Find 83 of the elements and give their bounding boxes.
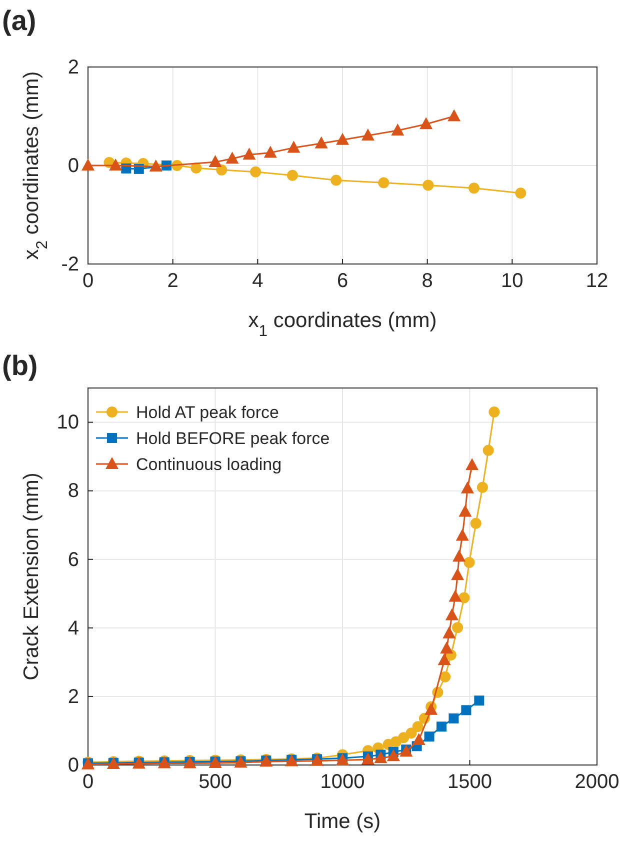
legend-label: Hold BEFORE peak force (136, 429, 330, 448)
point (468, 182, 480, 194)
point (109, 158, 122, 170)
x-tick-label: 2000 (574, 771, 620, 794)
point (250, 166, 262, 178)
y-tick-label: -2 (61, 253, 79, 276)
point (391, 124, 404, 136)
chart-title: (b) (2, 350, 38, 381)
point (466, 458, 479, 470)
point (474, 696, 484, 706)
x-tick-label: 12 (586, 270, 608, 292)
point (456, 528, 469, 541)
x-tick-label: 2 (167, 270, 178, 292)
point (482, 444, 494, 456)
x-tick-label: 6 (336, 270, 348, 292)
point (422, 180, 434, 191)
point (440, 671, 451, 682)
point (445, 608, 458, 620)
y-tick-label: 0 (68, 154, 79, 177)
x-tick-label: 0 (82, 771, 94, 794)
point (448, 109, 461, 122)
point (190, 162, 202, 174)
x-tick-label: 1500 (448, 771, 492, 794)
point (458, 504, 472, 517)
legend-label: Continuous loading (136, 455, 282, 474)
point (420, 117, 433, 130)
point (242, 148, 256, 160)
point (216, 164, 228, 176)
point (452, 622, 464, 634)
point (460, 481, 474, 494)
point (374, 751, 388, 764)
point (464, 556, 475, 568)
y-tick-label: 10 (56, 412, 79, 434)
point (412, 721, 424, 732)
y-tick-label: 2 (68, 686, 79, 708)
point (424, 702, 438, 715)
y-tick-label: 6 (68, 548, 79, 571)
point (149, 159, 162, 172)
point (286, 170, 298, 181)
y-tick-label: 0 (68, 754, 79, 776)
point (336, 132, 349, 145)
point (361, 752, 374, 765)
point (438, 653, 451, 666)
point (406, 728, 417, 739)
x-tick-label: 8 (422, 270, 433, 292)
point (476, 482, 488, 493)
y-tick-label: 4 (68, 617, 79, 640)
point (448, 590, 462, 602)
point (208, 155, 222, 168)
point (458, 592, 470, 604)
point (378, 177, 390, 188)
point (452, 550, 466, 562)
point (314, 136, 328, 148)
x-tick-label: 500 (198, 771, 232, 794)
point (82, 158, 94, 170)
point (412, 732, 426, 745)
point (440, 641, 454, 654)
point (451, 568, 464, 580)
point (461, 705, 472, 716)
point (442, 626, 456, 638)
point (264, 146, 277, 158)
point (488, 406, 500, 418)
x-axis-title: x$_{1}$ coordinates (mm) (248, 309, 437, 340)
x-tick-label: 1000 (320, 771, 365, 794)
point (424, 732, 434, 742)
point (361, 128, 374, 140)
point (226, 152, 239, 164)
point (436, 722, 446, 732)
point (470, 518, 482, 529)
y-axis-title: Crack Extension (mm) (20, 472, 43, 680)
point (386, 749, 400, 762)
point (287, 140, 300, 153)
y-tick-label: 8 (68, 480, 79, 502)
x-tick-label: 4 (252, 270, 264, 292)
point (330, 174, 342, 186)
point (448, 713, 459, 724)
x-axis-title: Time (s) (304, 810, 381, 833)
chart-title: (a) (2, 5, 36, 36)
legend-label: Hold AT peak force (136, 403, 280, 422)
x-tick-label: 0 (82, 270, 94, 292)
y-tick-label: 2 (68, 56, 79, 78)
point (515, 188, 526, 199)
x-tick-label: 10 (501, 270, 524, 292)
